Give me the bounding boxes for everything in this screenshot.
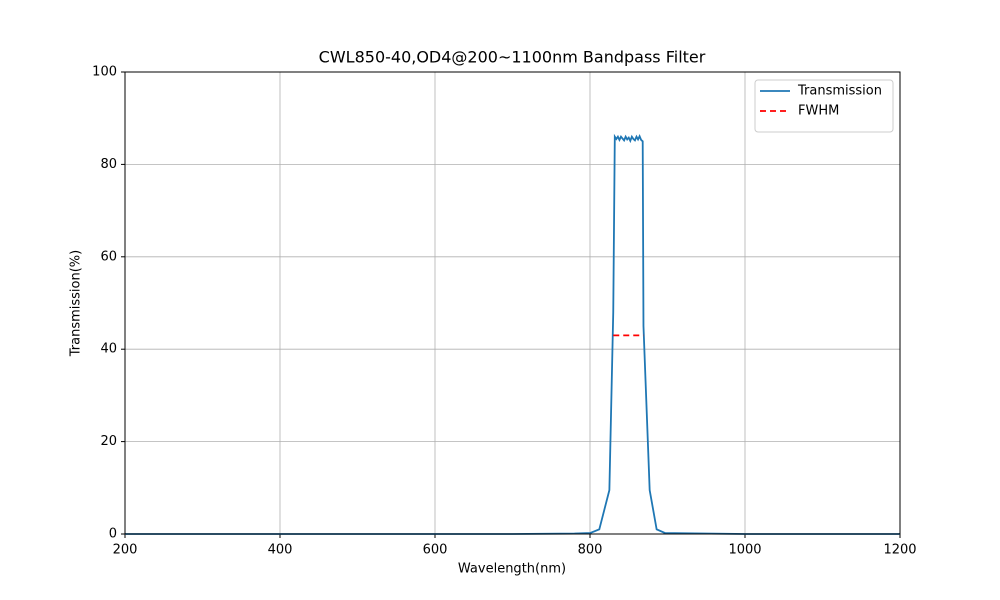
y-tick-label: 0	[109, 527, 117, 542]
x-axis-label: Wavelength(nm)	[458, 562, 566, 577]
chart-title: CWL850-40,OD4@200~1100nm Bandpass Filter	[319, 48, 706, 67]
legend-label: FWHM	[798, 104, 839, 119]
y-tick-label: 60	[100, 249, 117, 264]
plot-frame	[124, 71, 901, 535]
legend-label: Transmission	[797, 84, 882, 99]
y-tick-label: 100	[92, 65, 117, 80]
legend-box	[754, 79, 894, 133]
x-tick-label: 1200	[883, 543, 916, 558]
y-tick-label: 80	[100, 157, 117, 172]
x-tick-label: 1000	[728, 543, 761, 558]
y-tick-label: 40	[100, 342, 117, 357]
x-tick-label: 800	[578, 543, 603, 558]
x-tick-label: 600	[423, 543, 448, 558]
y-axis-label: Transmission(%)	[69, 250, 84, 357]
x-tick-label: 200	[113, 543, 138, 558]
x-tick-label: 400	[268, 543, 293, 558]
y-tick-label: 20	[100, 434, 117, 449]
